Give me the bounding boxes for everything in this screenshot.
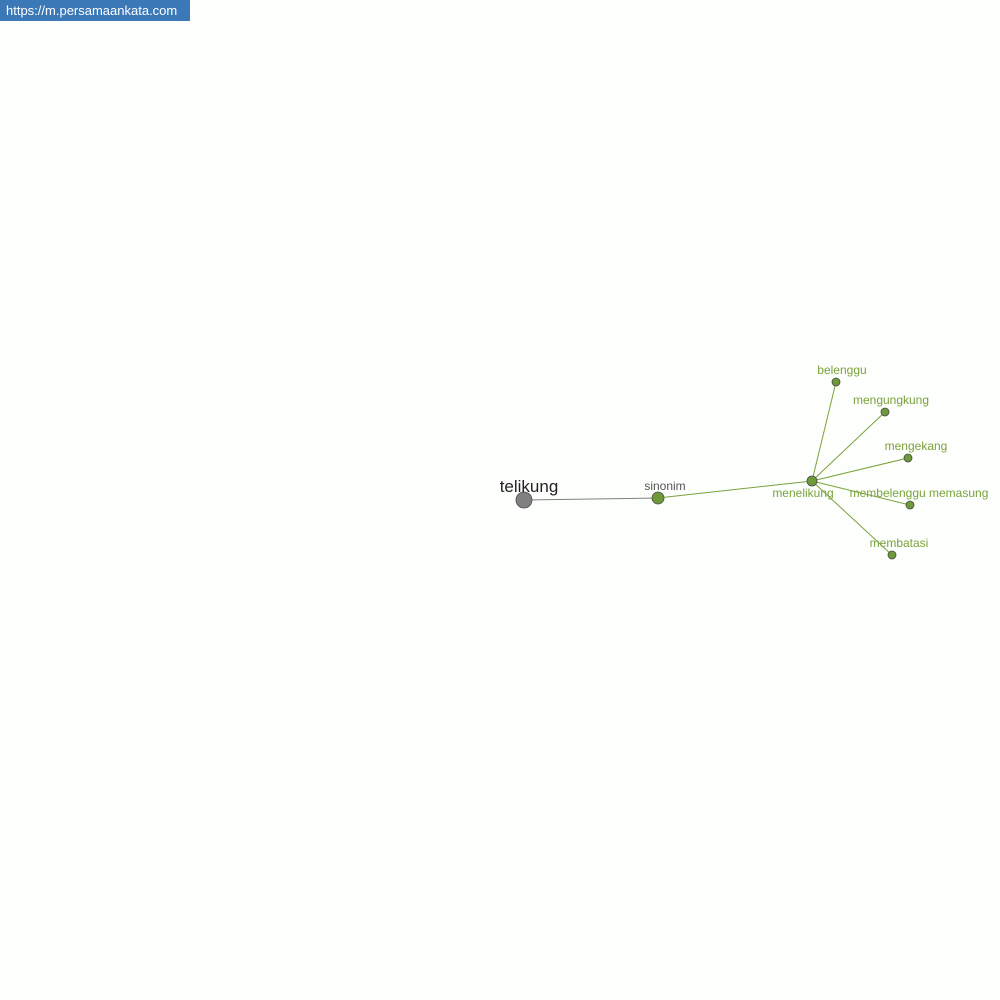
site-url-watermark[interactable]: https://m.persamaankata.com: [0, 0, 190, 21]
node-belenggu[interactable]: [831, 377, 841, 387]
edge-menelikung-mengungkung: [811, 411, 886, 482]
node-label-belenggu[interactable]: belenggu: [817, 363, 866, 377]
node-membelenggu-memasung[interactable]: [905, 500, 915, 510]
node-menelikung[interactable]: [806, 475, 818, 487]
node-sinonim[interactable]: [651, 491, 665, 505]
node-label-mengekang[interactable]: mengekang: [885, 439, 948, 453]
node-membatasi[interactable]: [887, 550, 897, 560]
edge-menelikung-membatasi: [811, 480, 893, 556]
edge-menelikung-mengekang: [811, 457, 909, 482]
edge-menelikung-membelenggu-memasung: [811, 480, 911, 506]
node-label-menelikung[interactable]: menelikung: [772, 486, 833, 500]
node-label-membatasi[interactable]: membatasi: [870, 536, 929, 550]
node-label-mengungkung[interactable]: mengungkung: [853, 393, 929, 407]
edge-sinonim-menelikung: [657, 480, 813, 499]
node-mengekang[interactable]: [903, 453, 913, 463]
edge-menelikung-belenggu: [811, 381, 837, 482]
node-mengungkung[interactable]: [880, 407, 890, 417]
node-label-telikung[interactable]: telikung: [500, 477, 559, 496]
edge-telikung-sinonim: [523, 497, 659, 501]
node-telikung[interactable]: [515, 491, 533, 509]
node-label-sinonim[interactable]: sinonim: [644, 479, 685, 493]
node-label-membelenggu-memasung[interactable]: membelenggu memasung: [850, 486, 989, 500]
